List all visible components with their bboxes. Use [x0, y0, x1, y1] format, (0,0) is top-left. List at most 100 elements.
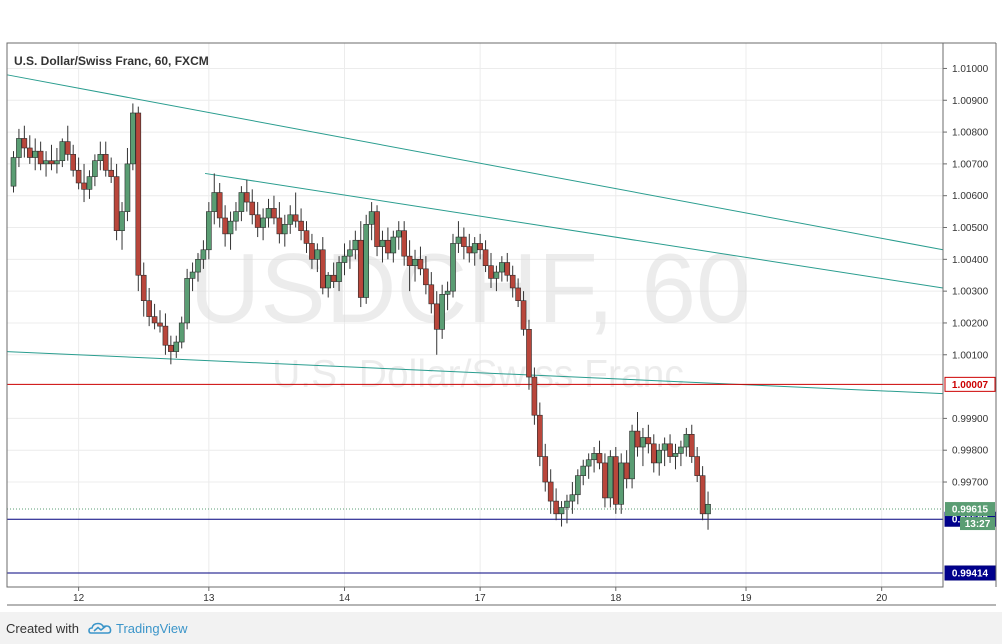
candle-up[interactable] — [640, 437, 646, 448]
candle-up[interactable] — [233, 211, 239, 222]
candle-up[interactable] — [195, 259, 201, 273]
candle-up[interactable] — [260, 217, 266, 228]
candle-down[interactable] — [21, 138, 28, 149]
candle-up[interactable] — [379, 239, 386, 247]
trendline[interactable] — [6, 74, 944, 251]
candle-down[interactable] — [26, 147, 33, 158]
candle-down[interactable] — [271, 208, 277, 219]
candle-down[interactable] — [547, 481, 554, 502]
candle-up[interactable] — [59, 141, 66, 162]
candle-down[interactable] — [699, 475, 706, 515]
candle-down[interactable] — [509, 274, 516, 289]
candle-up[interactable] — [661, 443, 668, 451]
candle-down[interactable] — [542, 456, 549, 483]
candle-down[interactable] — [634, 430, 641, 448]
candle-down[interactable] — [244, 192, 250, 203]
candle-up[interactable] — [672, 453, 679, 457]
candle-up[interactable] — [618, 462, 625, 505]
candle-up[interactable] — [450, 243, 456, 292]
candle-up[interactable] — [347, 249, 353, 257]
price-badge[interactable] — [944, 565, 996, 581]
candle-up[interactable] — [591, 453, 597, 461]
candle-up[interactable] — [314, 249, 321, 260]
candle-down[interactable] — [222, 217, 228, 235]
candle-up[interactable] — [471, 243, 478, 254]
candle-up[interactable] — [607, 456, 614, 499]
candle-down[interactable] — [70, 154, 76, 171]
candle-up[interactable] — [678, 446, 684, 454]
candle-up[interactable] — [10, 157, 17, 187]
candle-down[interactable] — [466, 246, 473, 254]
candle-up[interactable] — [683, 433, 690, 448]
candle-up[interactable] — [189, 271, 196, 279]
candle-down[interactable] — [645, 437, 652, 445]
tradingview-logo-icon[interactable] — [88, 621, 112, 635]
candle-up[interactable] — [43, 160, 49, 165]
candle-down[interactable] — [461, 236, 467, 247]
candle-down[interactable] — [75, 169, 82, 184]
candle-up[interactable] — [580, 465, 587, 476]
candle-down[interactable] — [81, 182, 87, 190]
candle-up[interactable] — [130, 112, 136, 165]
candle-up[interactable] — [493, 271, 500, 279]
candle-down[interactable] — [146, 300, 152, 317]
candle-down[interactable] — [515, 287, 521, 301]
candle-down[interactable] — [357, 239, 364, 298]
candle-up[interactable] — [558, 507, 565, 515]
candle-up[interactable] — [119, 211, 125, 231]
candle-up[interactable] — [97, 154, 104, 162]
candle-down[interactable] — [650, 443, 657, 464]
candle-up[interactable] — [178, 322, 185, 343]
candle-up[interactable] — [629, 430, 635, 480]
candle-up[interactable] — [585, 459, 592, 467]
candle-up[interactable] — [575, 475, 581, 496]
candle-down[interactable] — [504, 262, 511, 276]
candle-down[interactable] — [216, 192, 223, 219]
candle-up[interactable] — [705, 503, 711, 515]
candle-down[interactable] — [140, 274, 147, 301]
candle-down[interactable] — [151, 316, 158, 324]
candle-up[interactable] — [54, 160, 60, 165]
candle-down[interactable] — [553, 500, 559, 515]
candle-down[interactable] — [602, 462, 608, 499]
candle-down[interactable] — [298, 220, 304, 231]
trendline[interactable] — [6, 351, 944, 395]
candle-up[interactable] — [455, 236, 462, 244]
candle-down[interactable] — [303, 230, 310, 244]
candle-up[interactable] — [439, 294, 445, 330]
candle-down[interactable] — [417, 259, 424, 270]
candle-down[interactable] — [612, 456, 619, 505]
candle-up[interactable] — [363, 224, 369, 298]
chart-canvas[interactable]: USDCHF, 60 U.S. Dollar/Swiss Franc U.S. … — [0, 0, 1002, 612]
candle-up[interactable] — [227, 220, 234, 235]
candle-down[interactable] — [488, 265, 494, 279]
candle-up[interactable] — [265, 208, 272, 219]
candle-down[interactable] — [374, 211, 380, 247]
candle-down[interactable] — [385, 239, 391, 254]
candle-down[interactable] — [688, 433, 695, 457]
candle-down[interactable] — [37, 150, 44, 165]
candle-up[interactable] — [341, 255, 348, 263]
candle-down[interactable] — [249, 201, 256, 216]
candle-down[interactable] — [433, 303, 440, 330]
candle-down[interactable] — [102, 154, 109, 171]
candle-up[interactable] — [499, 262, 505, 273]
candle-down[interactable] — [401, 230, 407, 257]
candle-up[interactable] — [211, 192, 218, 212]
candle-up[interactable] — [124, 163, 131, 212]
candle-down[interactable] — [292, 214, 299, 222]
candle-up[interactable] — [86, 176, 93, 190]
current-price-badge[interactable] — [945, 502, 995, 517]
candle-up[interactable] — [184, 278, 190, 324]
candle-down[interactable] — [330, 274, 337, 282]
candle-up[interactable] — [569, 494, 576, 502]
candle-down[interactable] — [423, 268, 429, 286]
candle-up[interactable] — [325, 274, 332, 289]
candle-down[interactable] — [48, 160, 55, 165]
price-badge[interactable] — [944, 376, 996, 392]
candle-up[interactable] — [173, 341, 180, 352]
candle-down[interactable] — [108, 169, 114, 177]
candle-down[interactable] — [319, 249, 326, 289]
trendline[interactable] — [204, 172, 944, 289]
candle-down[interactable] — [667, 443, 673, 457]
